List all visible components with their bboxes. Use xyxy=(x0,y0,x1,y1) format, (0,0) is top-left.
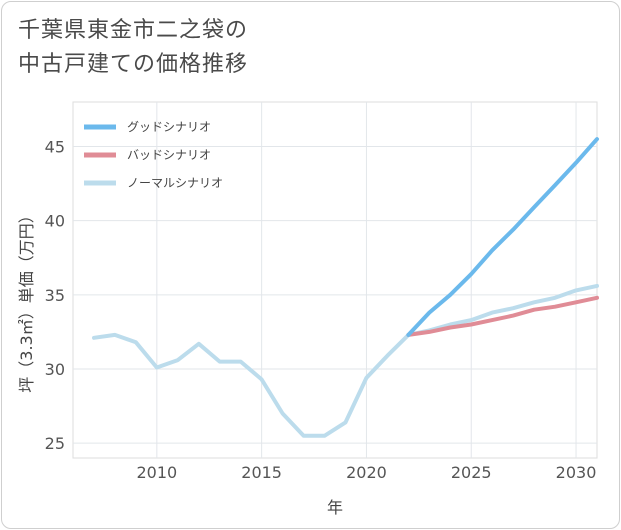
series-line-1 xyxy=(406,137,599,337)
legend-label: バッドシナリオ xyxy=(127,148,211,162)
x-tick-label: 2025 xyxy=(451,463,492,482)
chart-title: 千葉県東金市二之袋の 中古戸建ての価格推移 xyxy=(18,14,248,82)
y-tick-label: 30 xyxy=(45,360,65,379)
series-line-2 xyxy=(406,295,599,337)
y-tick-label: 25 xyxy=(45,434,65,453)
x-tick-label: 2020 xyxy=(346,463,387,482)
y-tick-label: 45 xyxy=(45,138,65,157)
grid xyxy=(73,102,597,458)
x-axis-label: 年 xyxy=(327,498,343,517)
title-line-2: 中古戸建ての価格推移 xyxy=(18,52,249,77)
legend-label: ノーマルシナリオ xyxy=(127,176,223,190)
series-line-3 xyxy=(92,283,599,438)
x-tick-label: 2015 xyxy=(241,463,282,482)
y-tick-label: 35 xyxy=(45,286,65,305)
title-line-1: 千葉県東金市二之袋の xyxy=(18,18,249,43)
y-tick-label: 40 xyxy=(45,212,65,231)
legend-label: グッドシナリオ xyxy=(127,120,211,134)
plot-area xyxy=(72,101,598,459)
y-axis-label: 坪（3.3㎡）単価（万円） xyxy=(17,207,36,392)
x-tick-label: 2030 xyxy=(556,463,597,482)
series-lines xyxy=(92,137,599,438)
ticks: 2010 2015 2020 2025 2030 25 30 35 40 45 xyxy=(45,138,597,483)
x-tick-label: 2010 xyxy=(136,463,177,482)
